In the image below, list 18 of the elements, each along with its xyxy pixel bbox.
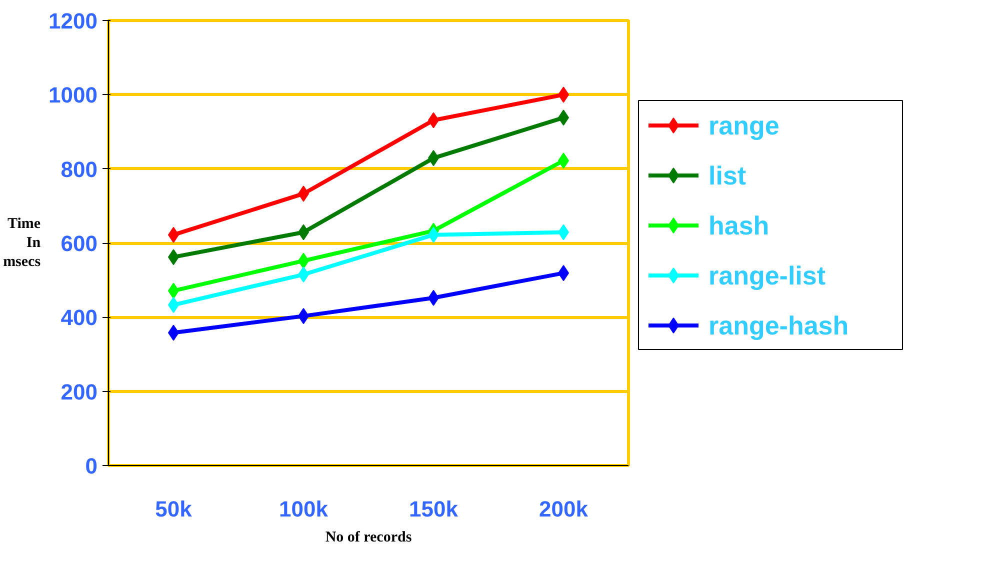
y-tick-label: 400 bbox=[60, 305, 98, 330]
y-tick-label: 600 bbox=[60, 231, 98, 256]
y-tick-label: 1000 bbox=[48, 82, 98, 108]
x-tick-label: 100k bbox=[279, 496, 329, 522]
y-tick-label: 1200 bbox=[48, 8, 98, 34]
legend-label: range bbox=[708, 110, 780, 140]
legend-label: hash bbox=[708, 210, 770, 240]
legend-label: range-hash bbox=[708, 310, 849, 340]
y-axis-title: Time In msecs bbox=[3, 216, 42, 270]
legend-label: list bbox=[708, 160, 746, 190]
y-tick-label: 0 bbox=[85, 454, 98, 478]
x-axis-title: No of records bbox=[325, 530, 412, 546]
x-tick-label: 150k bbox=[409, 496, 459, 522]
x-tick-label: 200k bbox=[539, 496, 589, 522]
legend-label: range-list bbox=[708, 260, 826, 290]
y-tick-label: 200 bbox=[60, 379, 98, 404]
x-tick-label: 50k bbox=[155, 496, 193, 522]
y-tick-label: 800 bbox=[60, 156, 98, 182]
